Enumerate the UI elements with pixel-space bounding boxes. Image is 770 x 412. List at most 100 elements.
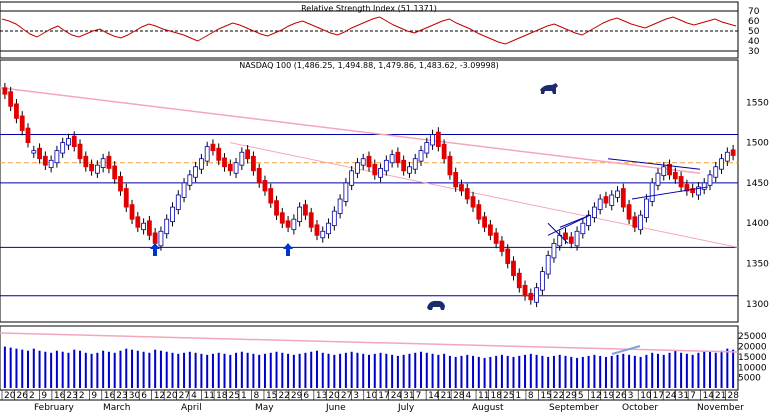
volume-bar (119, 350, 122, 388)
x-day-label: 12 (154, 391, 165, 401)
candle-body (198, 158, 204, 170)
x-day-label: 11 (204, 391, 215, 401)
candle-body (37, 147, 42, 160)
volume-bar (252, 353, 255, 388)
x-day-label: 14 (703, 391, 715, 401)
candle-body (615, 190, 620, 198)
candle-body (551, 242, 557, 259)
x-day-label: 22 (553, 391, 564, 401)
rsi-tick-label: 40 (748, 37, 760, 47)
volume-bar (235, 352, 238, 388)
rsi-tick-label: 50 (748, 27, 760, 37)
x-day-label: 27 (179, 391, 190, 401)
volume-bar (420, 351, 423, 388)
candle-body (297, 206, 303, 223)
candle-body (644, 198, 649, 218)
candle-body (337, 198, 343, 214)
volume-bar (310, 351, 313, 388)
x-day-label: 8 (253, 391, 259, 401)
volume-bar (136, 350, 139, 388)
volume-bar (518, 355, 521, 388)
candle-body (389, 154, 395, 164)
x-day-label: 24 (391, 391, 403, 401)
candle-body (239, 151, 245, 166)
volume-bar (472, 355, 475, 388)
volume-bar (610, 355, 613, 388)
volume-bar (356, 352, 359, 388)
candle-body (366, 155, 372, 168)
volume-bar (495, 355, 498, 388)
volume-bar (96, 352, 99, 388)
volume-bar (292, 354, 295, 388)
volume-bar (15, 348, 18, 388)
up-arrow-may (283, 243, 293, 256)
candle-body (118, 176, 123, 192)
candle-body (690, 188, 696, 193)
volume-bar (171, 352, 174, 388)
price-tick-label: 1300 (746, 300, 769, 310)
volume-bar (454, 356, 457, 388)
candle-body (447, 155, 453, 176)
candle-body (476, 204, 482, 220)
volume-bar (477, 356, 480, 388)
rsi-tick-label: 60 (748, 17, 760, 27)
x-day-label: 23 (66, 391, 77, 401)
volume-bar (651, 352, 654, 388)
candle-body (534, 287, 540, 303)
x-day-label: 25 (503, 391, 514, 401)
candle-body (620, 188, 626, 208)
volume-bar (668, 352, 671, 388)
volume-bar (402, 354, 405, 388)
candle-body (597, 198, 603, 210)
volume-bar (512, 356, 515, 388)
x-day-label: 7 (416, 391, 422, 401)
candle-body (678, 176, 684, 188)
volume-bar (154, 349, 157, 388)
x-day-label: 12 (590, 391, 601, 401)
candle-body (251, 155, 256, 172)
x-day-label: 8 (528, 391, 534, 401)
candle-body (54, 150, 60, 164)
candle-body (378, 167, 383, 178)
bear-icon (427, 300, 445, 310)
price-tick-label: 1350 (746, 260, 769, 270)
x-day-label: 15 (266, 391, 277, 401)
volume-tick-label: 25000 (738, 332, 767, 342)
x-day-label: 9 (41, 391, 47, 401)
x-day-label: 22 (278, 391, 289, 401)
candle-body (626, 204, 632, 220)
volume-bar (535, 354, 538, 388)
candle-body (355, 162, 360, 174)
candle-body (123, 188, 129, 208)
candle-body (94, 164, 100, 174)
candle-body (424, 142, 430, 154)
volume-bar (194, 352, 197, 388)
volume-bar (720, 350, 723, 388)
x-day-label: 31 (678, 391, 689, 401)
volume-bar (339, 353, 342, 388)
candle-body (262, 180, 268, 192)
volume-bar (599, 355, 602, 388)
candle-body (31, 150, 37, 154)
x-month-label: October (622, 403, 658, 412)
candle-body (435, 131, 441, 148)
volume-bar (385, 353, 388, 388)
volume-bar (113, 352, 116, 388)
pattern-line (631, 186, 709, 200)
candle-body (563, 232, 568, 240)
volume-bar (396, 355, 399, 388)
volume-bar (3, 346, 6, 388)
price-title: NASDAQ 100 (1,486.25, 1,494.88, 1,479.86… (239, 61, 499, 70)
candle-body (505, 248, 511, 264)
volume-bar (211, 353, 214, 388)
candle-body (303, 204, 308, 216)
rsi-series-line (1, 16, 737, 45)
x-day-label: 7 (690, 391, 696, 401)
x-day-label: 16 (54, 391, 66, 401)
volume-bar (581, 356, 584, 388)
x-day-label: 10 (366, 391, 378, 401)
candle-body (383, 159, 389, 172)
x-day-label: 1 (241, 391, 247, 401)
volume-bar (44, 351, 47, 388)
